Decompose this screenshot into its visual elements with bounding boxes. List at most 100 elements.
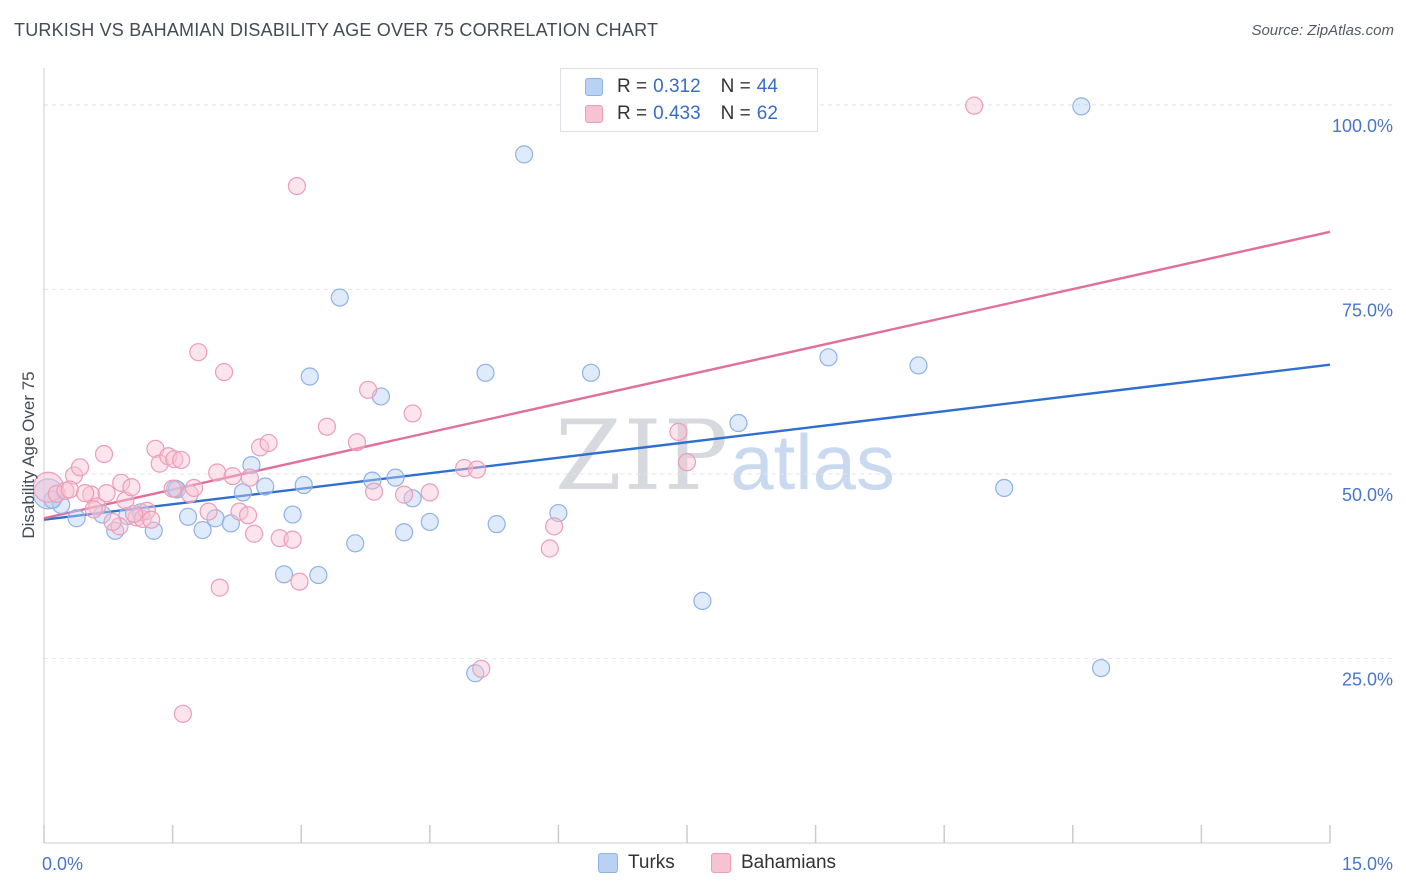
bahamians-point [70,458,90,477]
bahamians-point [32,471,64,503]
bahamians-legend-label: Bahamians [741,852,837,873]
bahamians-point [403,404,422,423]
turks-point [386,468,405,487]
turks-point [309,565,328,585]
turks-point [294,475,313,495]
bahamians-point [545,517,564,536]
turks-point [274,565,294,584]
stats-legend: R = 0.312 N = 44 R = 0.433 N = 62 [560,68,818,132]
source-credit: Source: ZipAtlas.com [1251,22,1394,39]
bahamians-point [965,96,984,115]
bahamians-point [669,422,688,441]
bahamians-point [317,417,337,436]
turks-legend-label: Turks [628,852,675,873]
bahamians-point [283,530,302,549]
bahamians-point [184,478,204,498]
turks-point [487,515,506,534]
bahamians-point [358,380,378,399]
n-label: N = [720,76,751,97]
bahamians-point [124,504,144,523]
legend-item-turks[interactable]: Turks [598,852,675,874]
turks-point [581,363,601,382]
turks-point [995,478,1014,498]
bahamians-n-value: 62 [756,103,778,124]
bahamians-legend-swatch [711,853,731,873]
bahamians-point [165,450,184,469]
turks-point [283,505,302,524]
watermark-zip: ZIP [555,400,731,512]
bahamians-point [223,467,242,486]
bahamians-point [163,479,182,498]
x-tick-label: 15.0% [1342,854,1393,874]
bahamians-point [76,484,95,503]
bahamians-r-value: 0.433 [653,103,701,124]
bahamians-point [250,438,270,457]
bahamians-point [142,510,161,529]
bahamians-point [244,524,264,543]
x-tick-label: 0.0% [42,854,83,874]
turks-legend-swatch [598,853,618,873]
bahamians-point [173,704,192,723]
y-tick-label: 50.0% [1342,485,1393,505]
legend-row-turks: R = 0.312 N = 44 [585,74,778,100]
bahamians-point [208,463,227,482]
turks-point [233,483,253,502]
bahamians-point [364,482,384,501]
r-label: R = [617,76,648,97]
turks-point [67,509,86,528]
bahamians-point [88,497,107,516]
turks-point [256,477,275,496]
bahamians-point [116,491,135,510]
bahamians-point [540,539,559,558]
r-label: R = [617,103,648,124]
y-axis-label: Disability Age Over 75 [19,371,38,538]
turks-trend-line [43,363,1331,521]
bahamians-point [238,506,258,525]
bahamians-point [112,473,131,492]
turks-r-value: 0.312 [653,76,701,97]
bahamians-point [287,176,307,196]
turks-point [52,495,71,515]
turks-point [515,145,534,164]
chart-title: TURKISH VS BAHAMIAN DISABILITY AGE OVER … [14,20,659,40]
bahamians-point [103,512,122,532]
legend-row-bahamians: R = 0.433 N = 62 [585,101,778,127]
bahamians-point [259,433,278,453]
turks-point [1072,97,1091,116]
bahamians-point [122,478,141,497]
bahamians-point [472,659,491,678]
legend-item-bahamians[interactable]: Bahamians [711,852,836,874]
turks-point [693,591,712,611]
axis-labels: 25.0% 50.0% 75.0% 100.0% 0.0% 15.0% Disability… [19,116,1393,874]
bahamians-point [84,500,103,519]
y-tick-label: 100.0% [1332,116,1393,136]
turks-point [300,367,319,386]
turks-point [819,348,838,367]
bahamians-point [394,485,414,504]
n-label: N = [720,103,751,124]
turks-point [193,520,212,540]
y-tick-label: 75.0% [1342,300,1393,320]
turks-point [1091,658,1111,678]
bahamians-point [97,484,116,503]
bahamians-point [290,572,309,591]
bahamians-point [60,480,79,499]
bahamians-point [467,460,487,479]
bahamians-point [240,468,259,487]
bahamians-point [214,362,234,382]
turks-point [729,413,748,433]
turks-point [394,523,414,542]
turks-n-value: 44 [756,76,778,97]
turks-point [420,512,439,532]
series-legend: Turks Bahamians [0,852,1406,878]
bahamians-point [94,444,114,464]
axes [43,68,1331,844]
bahamians-point [172,450,191,470]
turks-point [144,521,163,540]
bahamians-point [347,433,367,452]
bahamians-point [420,483,439,502]
turks-point [346,534,365,553]
bahamians-swatch [585,105,603,123]
y-tick-label: 25.0% [1342,669,1393,689]
